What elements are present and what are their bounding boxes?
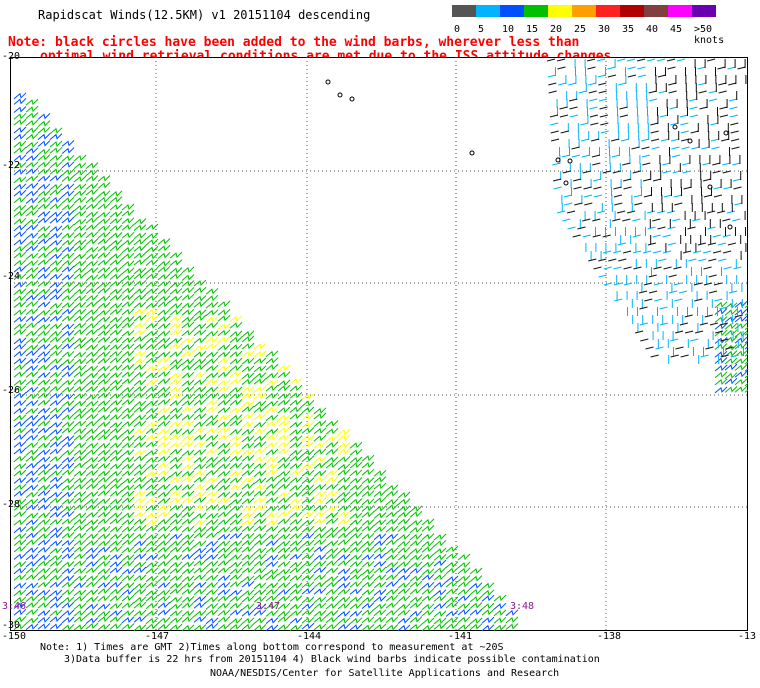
- island-outline: [687, 138, 693, 144]
- legend-label: 10: [502, 24, 515, 35]
- time-label: 3:46: [2, 601, 27, 612]
- island-outline: [563, 180, 569, 186]
- legend-swatch: [596, 5, 620, 17]
- map-plot-area: [10, 57, 748, 631]
- map-border: [10, 57, 748, 631]
- island-outline: [349, 96, 355, 102]
- map-title: Rapidscat Winds(12.5KM) v1 20151104 desc…: [38, 8, 371, 22]
- island-outline: [723, 130, 729, 136]
- footnote-1: Note: 1) Times are GMT 2)Times along bot…: [40, 642, 504, 653]
- lat-label: -30: [2, 620, 21, 631]
- legend-label: 35: [622, 24, 635, 35]
- legend-label: 45: [670, 24, 683, 35]
- legend-swatch: [476, 5, 500, 17]
- time-label: 3:47: [256, 601, 281, 612]
- legend-label: 5: [478, 24, 485, 35]
- islands: [325, 79, 733, 230]
- legend-label: >50 knots: [694, 24, 725, 46]
- island-outline: [727, 224, 733, 230]
- legend-swatch: [668, 5, 692, 17]
- legend-swatch: [548, 5, 572, 17]
- legend-swatch: [620, 5, 644, 17]
- wind-barbs-black: [546, 58, 747, 358]
- legend-swatch: [644, 5, 668, 17]
- wind-barbs-cyan: [547, 58, 744, 364]
- island-outline: [325, 79, 331, 85]
- legend-label: 40: [646, 24, 659, 35]
- wind-barbs-blue: [13, 92, 748, 631]
- lon-label: -150: [2, 631, 27, 642]
- lon-label: -141: [448, 631, 473, 642]
- lat-label: -26: [2, 385, 21, 396]
- footnote-2: 3)Data buffer is 22 hrs from 20151104 4)…: [64, 654, 600, 665]
- island-outline: [337, 92, 343, 98]
- lat-label: -22: [2, 160, 21, 171]
- island-outline: [672, 124, 678, 130]
- island-outline: [567, 158, 573, 164]
- lon-label: -144: [297, 631, 322, 642]
- island-outline: [469, 150, 475, 156]
- lat-label: -24: [2, 271, 21, 282]
- lon-label: -13: [738, 631, 757, 642]
- legend-label: 0: [454, 24, 461, 35]
- note-line-1: Note: black circles have been added to t…: [8, 35, 580, 50]
- lon-label: -138: [597, 631, 622, 642]
- wind-barbs-yellow: [133, 308, 351, 527]
- wind-barbs-green: [13, 98, 748, 631]
- legend-swatch: [500, 5, 524, 17]
- island-outline: [555, 157, 561, 163]
- lon-label: -147: [145, 631, 170, 642]
- legend-label: 30: [598, 24, 611, 35]
- legend-swatch: [572, 5, 596, 17]
- lat-label: -28: [2, 499, 21, 510]
- legend-label: 25: [574, 24, 587, 35]
- legend-swatch: [452, 5, 476, 17]
- legend-swatch: [524, 5, 548, 17]
- wind-barbs: [13, 58, 748, 631]
- credit-line: NOAA/NESDIS/Center for Satellite Applica…: [210, 668, 560, 679]
- legend-label: 20: [550, 24, 563, 35]
- lat-label: -20: [2, 51, 21, 62]
- legend-swatch: [692, 5, 716, 17]
- island-outline: [707, 184, 713, 190]
- time-label: 3:48: [510, 601, 535, 612]
- legend-label: 15: [526, 24, 539, 35]
